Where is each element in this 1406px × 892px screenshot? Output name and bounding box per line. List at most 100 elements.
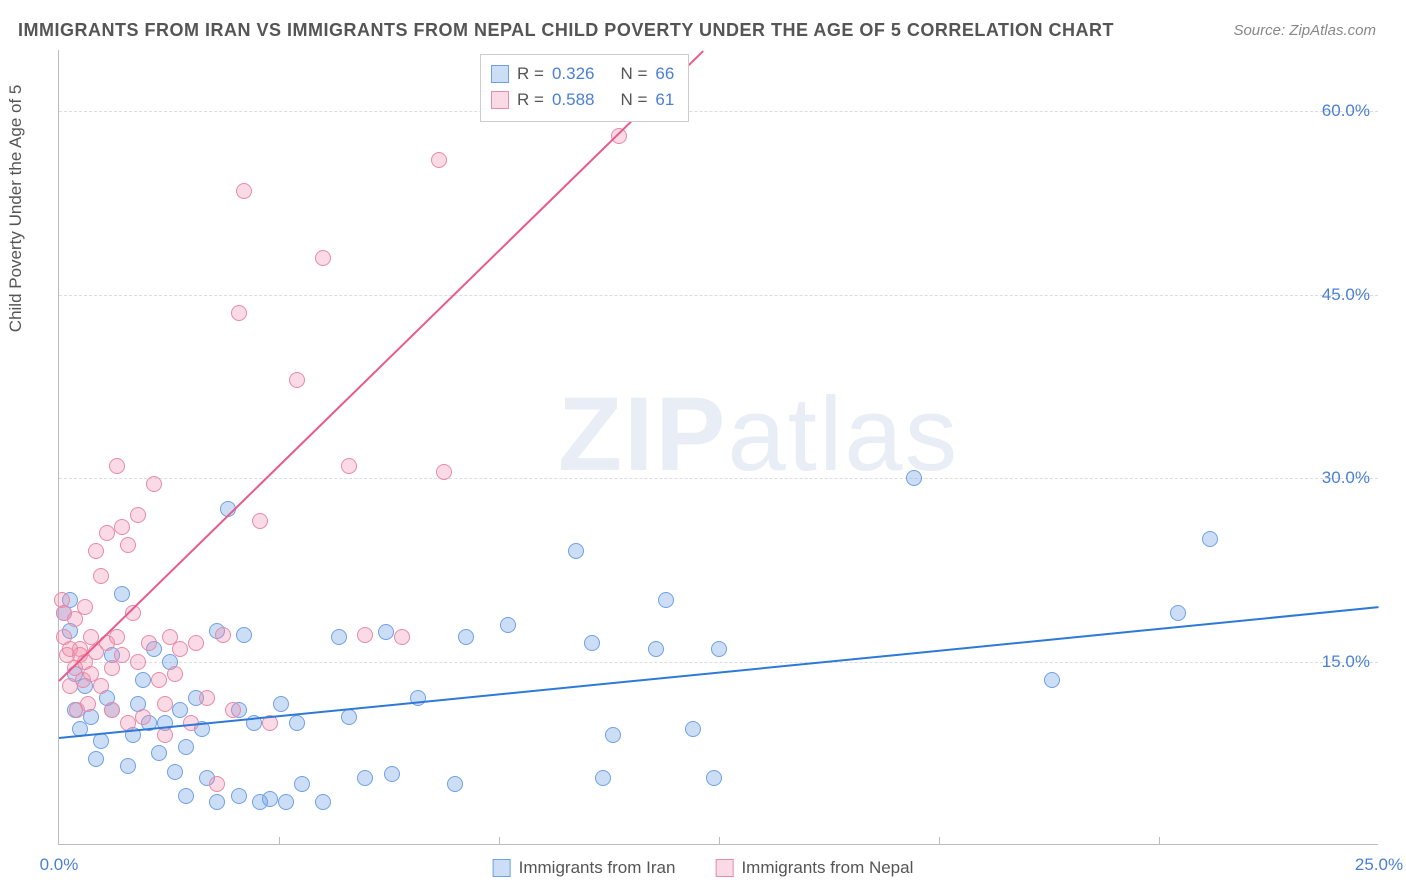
watermark-bold: ZIP	[558, 376, 727, 493]
ytick-label: 15.0%	[1322, 652, 1370, 672]
data-point	[146, 476, 162, 492]
r-value-nepal: 0.588	[552, 90, 595, 110]
ytick-label: 60.0%	[1322, 101, 1370, 121]
data-point	[711, 641, 727, 657]
data-point	[104, 702, 120, 718]
data-point	[231, 788, 247, 804]
gridline-h	[59, 478, 1378, 479]
data-point	[341, 458, 357, 474]
gridline-h	[59, 295, 1378, 296]
n-value-iran: 66	[655, 64, 674, 84]
data-point	[605, 727, 621, 743]
data-point	[114, 647, 130, 663]
n-label: N =	[620, 64, 647, 84]
r-label: R =	[517, 90, 544, 110]
data-point	[906, 470, 922, 486]
watermark: ZIPatlas	[558, 375, 959, 495]
data-point	[199, 690, 215, 706]
data-point	[99, 525, 115, 541]
data-point	[1044, 672, 1060, 688]
data-point	[584, 635, 600, 651]
data-point	[658, 592, 674, 608]
data-point	[80, 696, 96, 712]
source-label: Source: ZipAtlas.com	[1233, 22, 1376, 39]
data-point	[236, 183, 252, 199]
data-point	[93, 678, 109, 694]
data-point	[120, 537, 136, 553]
gridline-h	[59, 662, 1378, 663]
data-point	[151, 672, 167, 688]
data-point	[611, 128, 627, 144]
swatch-nepal	[491, 91, 509, 109]
data-point	[436, 464, 452, 480]
gridline-h	[59, 111, 1378, 112]
swatch-iran	[491, 65, 509, 83]
xtick-label: 25.0%	[1355, 855, 1403, 875]
data-point	[188, 635, 204, 651]
data-point	[315, 794, 331, 810]
data-point	[141, 635, 157, 651]
bottom-legend: Immigrants from Iran Immigrants from Nep…	[493, 858, 914, 878]
data-point	[109, 629, 125, 645]
data-point	[458, 629, 474, 645]
data-point	[278, 794, 294, 810]
swatch-nepal-icon	[715, 859, 733, 877]
data-point	[157, 727, 173, 743]
data-point	[500, 617, 516, 633]
data-point	[1202, 531, 1218, 547]
data-point	[135, 709, 151, 725]
data-point	[109, 458, 125, 474]
r-value-iran: 0.326	[552, 64, 595, 84]
data-point	[331, 629, 347, 645]
data-point	[178, 788, 194, 804]
data-point	[157, 696, 173, 712]
data-point	[215, 627, 231, 643]
legend-item-nepal: Immigrants from Nepal	[715, 858, 913, 878]
data-point	[114, 586, 130, 602]
data-point	[130, 654, 146, 670]
data-point	[172, 641, 188, 657]
data-point	[130, 507, 146, 523]
r-label: R =	[517, 64, 544, 84]
data-point	[88, 543, 104, 559]
watermark-light: atlas	[727, 376, 959, 493]
data-point	[289, 715, 305, 731]
data-point	[252, 513, 268, 529]
data-point	[431, 152, 447, 168]
data-point	[225, 702, 241, 718]
stats-legend: R = 0.326 N = 66 R = 0.588 N = 61	[480, 54, 689, 122]
data-point	[262, 791, 278, 807]
data-point	[341, 709, 357, 725]
xtick	[279, 837, 280, 845]
xtick	[1159, 837, 1160, 845]
data-point	[88, 751, 104, 767]
data-point	[236, 627, 252, 643]
data-point	[77, 599, 93, 615]
data-point	[120, 715, 136, 731]
data-point	[706, 770, 722, 786]
ytick-label: 30.0%	[1322, 468, 1370, 488]
stats-row-iran: R = 0.326 N = 66	[491, 61, 674, 87]
ytick-label: 45.0%	[1322, 285, 1370, 305]
data-point	[648, 641, 664, 657]
data-point	[384, 766, 400, 782]
data-point	[151, 745, 167, 761]
legend-label-nepal: Immigrants from Nepal	[741, 858, 913, 878]
data-point	[595, 770, 611, 786]
stats-row-nepal: R = 0.588 N = 61	[491, 87, 674, 113]
data-point	[273, 696, 289, 712]
data-point	[209, 794, 225, 810]
data-point	[231, 305, 247, 321]
data-point	[178, 739, 194, 755]
data-point	[447, 776, 463, 792]
data-point	[685, 721, 701, 737]
data-point	[289, 372, 305, 388]
data-point	[114, 519, 130, 535]
data-point	[294, 776, 310, 792]
swatch-iran-icon	[493, 859, 511, 877]
legend-item-iran: Immigrants from Iran	[493, 858, 676, 878]
xtick	[719, 837, 720, 845]
data-point	[167, 764, 183, 780]
data-point	[93, 733, 109, 749]
data-point	[315, 250, 331, 266]
